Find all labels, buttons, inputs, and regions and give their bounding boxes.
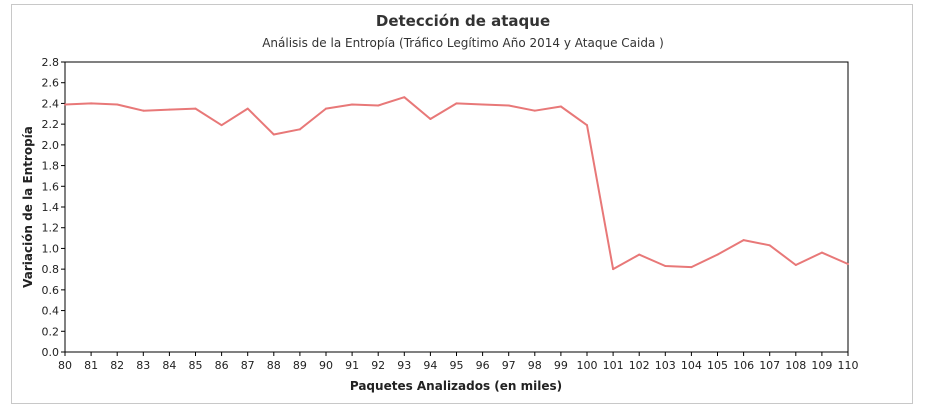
x-tick-label: 97 [502, 359, 516, 372]
y-tick-label: 1.8 [42, 160, 60, 173]
data-point [221, 124, 223, 126]
y-axis-label: Variación de la Entropía [21, 126, 35, 288]
y-tick-label: 0.4 [42, 305, 60, 318]
y-tick-label: 1.4 [42, 201, 60, 214]
x-tick-label: 81 [84, 359, 98, 372]
x-tick-label: 102 [629, 359, 650, 372]
data-point [795, 264, 797, 266]
x-tick-label: 109 [811, 359, 832, 372]
data-point [325, 108, 327, 110]
data-point [168, 109, 170, 111]
data-point [64, 103, 66, 105]
data-point [847, 263, 849, 265]
x-tick-label: 83 [136, 359, 150, 372]
x-tick-label: 90 [319, 359, 333, 372]
x-tick-label: 105 [707, 359, 728, 372]
x-tick-label: 95 [450, 359, 464, 372]
data-point [247, 108, 249, 110]
x-tick-label: 88 [267, 359, 281, 372]
x-tick-label: 103 [655, 359, 676, 372]
data-point [743, 239, 745, 241]
y-tick-label: 1.2 [42, 222, 60, 235]
data-point [116, 103, 118, 105]
data-point [377, 105, 379, 107]
data-point [351, 103, 353, 105]
x-tick-label: 80 [58, 359, 72, 372]
data-point [142, 110, 144, 112]
plot-area [65, 62, 848, 352]
data-point [403, 96, 405, 98]
series-line [65, 97, 848, 269]
x-tick-label: 86 [215, 359, 229, 372]
data-point [717, 254, 719, 256]
data-point [769, 244, 771, 246]
y-tick-label: 0.6 [42, 284, 60, 297]
x-axis-label: Paquetes Analizados (en miles) [350, 379, 562, 393]
data-point [612, 268, 614, 270]
x-tick-label: 99 [554, 359, 568, 372]
x-tick-label: 91 [345, 359, 359, 372]
x-tick-label: 82 [110, 359, 124, 372]
x-tick-label: 94 [423, 359, 437, 372]
x-tick-label: 93 [397, 359, 411, 372]
x-tick-label: 108 [785, 359, 806, 372]
x-tick-label: 84 [162, 359, 176, 372]
series-layer [64, 96, 849, 270]
chart-subtitle: Análisis de la Entropía (Tráfico Legítim… [262, 36, 664, 50]
data-point [429, 118, 431, 120]
x-tick-label: 98 [528, 359, 542, 372]
y-tick-label: 0.8 [42, 263, 60, 276]
x-tick-label: 100 [577, 359, 598, 372]
y-tick-label: 0.0 [42, 346, 60, 359]
chart-title: Detección de ataque [376, 12, 550, 30]
x-tick-label: 104 [681, 359, 702, 372]
data-point [586, 124, 588, 126]
y-tick-label: 2.0 [42, 139, 60, 152]
y-tick-label: 2.6 [42, 77, 60, 90]
x-tick-label: 101 [603, 359, 624, 372]
x-tick-label: 92 [371, 359, 385, 372]
data-point [482, 103, 484, 105]
data-point [508, 105, 510, 107]
y-tick-label: 2.4 [42, 97, 60, 110]
data-point [90, 102, 92, 104]
x-tick-label: 89 [293, 359, 307, 372]
x-axis: 80 81 82 83 84 85 86 87 88 89 90 91 92 93 94 95 96 97 98 99… [58, 352, 859, 372]
x-tick-label: 107 [759, 359, 780, 372]
data-point [638, 254, 640, 256]
data-point [299, 128, 301, 130]
data-point [273, 134, 275, 136]
data-point [534, 110, 536, 112]
data-point [690, 266, 692, 268]
data-point [195, 108, 197, 110]
x-tick-label: 110 [838, 359, 859, 372]
y-tick-label: 2.2 [42, 118, 60, 131]
y-tick-label: 1.6 [42, 180, 60, 193]
data-point [560, 106, 562, 108]
data-point [821, 252, 823, 254]
x-tick-label: 87 [241, 359, 255, 372]
x-tick-label: 85 [189, 359, 203, 372]
y-axis: 0.0 0.2 0.4 0.6 0.8 1.0 1.2 1.4 1.6 1.8 2.0 2.2 2.4 2… [42, 56, 66, 359]
y-tick-label: 2.8 [42, 56, 60, 69]
y-tick-label: 0.2 [42, 325, 60, 338]
x-tick-label: 106 [733, 359, 754, 372]
y-tick-label: 1.0 [42, 242, 60, 255]
data-point [664, 265, 666, 267]
x-tick-label: 96 [476, 359, 490, 372]
data-point [456, 102, 458, 104]
